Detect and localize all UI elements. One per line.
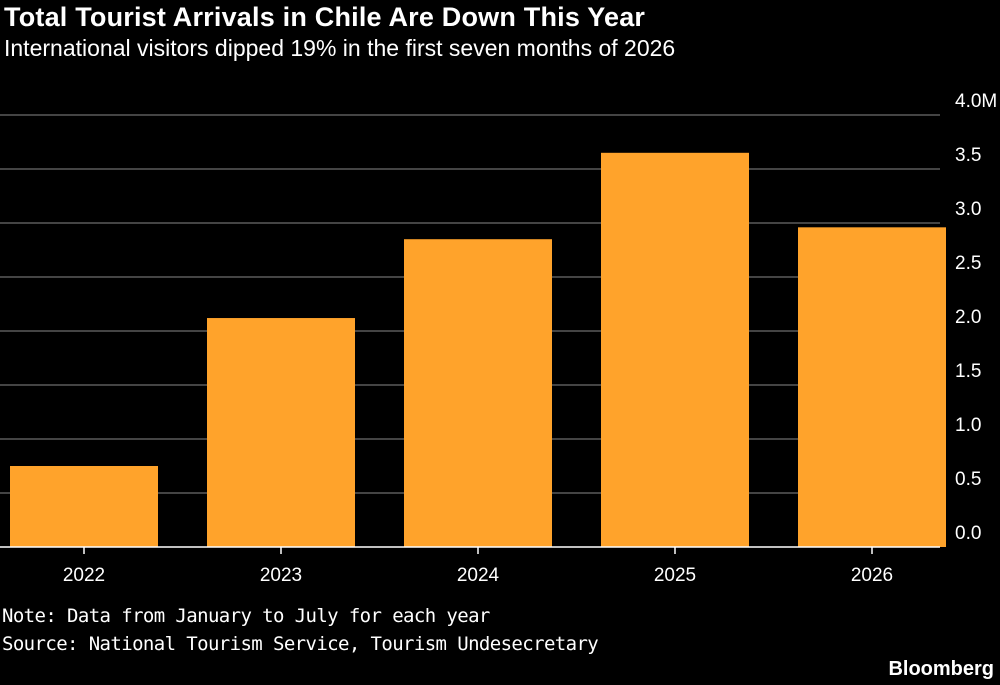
bar-2022 — [10, 466, 158, 547]
bar-2023 — [207, 318, 355, 547]
chart-source: Source: National Tourism Service, Touris… — [2, 633, 599, 655]
chart-subtitle: International visitors dipped 19% in the… — [4, 35, 676, 61]
y-tick-label: 2.5 — [955, 253, 981, 274]
bar-2025 — [601, 152, 749, 548]
bar-chart: 0.0 0.5 1.0 1.5 2.0 2.5 3.0 3.5 4.0M 2022 2023 2024… — [0, 91, 997, 586]
y-tick-label: 0.0 — [955, 523, 981, 544]
x-tick-label: 2022 — [63, 565, 105, 586]
chart-title: Total Tourist Arrivals in Chile Are Down… — [4, 2, 646, 32]
axes: 0.0 0.5 1.0 1.5 2.0 2.5 3.0 3.5 4.0M 2022 2023 2024… — [0, 91, 997, 586]
y-tick-label: 1.5 — [955, 361, 981, 382]
y-tick-label: 4.0M — [955, 91, 997, 112]
x-tick-label: 2026 — [851, 565, 893, 586]
y-tick-label: 2.0 — [955, 307, 981, 328]
x-tick-label: 2024 — [457, 565, 500, 586]
y-tick-label: 3.5 — [955, 145, 981, 166]
bars — [10, 152, 946, 548]
y-tick-label: 1.0 — [955, 415, 981, 436]
x-tick-label: 2025 — [654, 565, 696, 586]
bar-2026 — [798, 227, 946, 547]
x-tick-label: 2023 — [260, 565, 302, 586]
bar-2024 — [404, 239, 552, 547]
bloomberg-logo: Bloomberg — [888, 658, 994, 680]
y-tick-label: 0.5 — [955, 469, 981, 490]
chart-note: Note: Data from January to July for each… — [2, 605, 490, 627]
y-tick-label: 3.0 — [955, 199, 981, 220]
